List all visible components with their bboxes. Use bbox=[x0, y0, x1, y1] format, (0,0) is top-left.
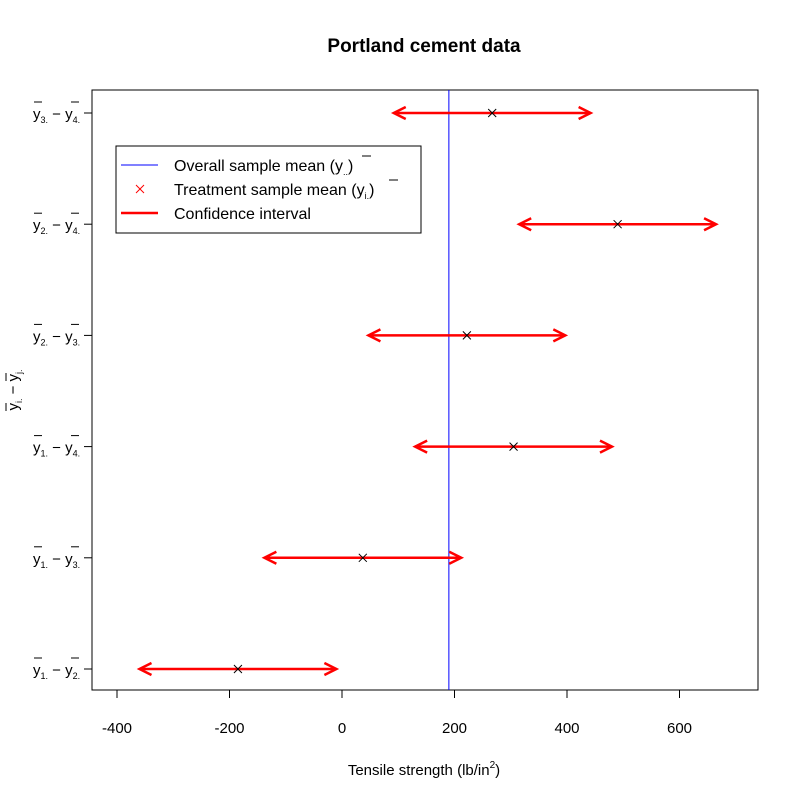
y-tick-label-minus-sign: − bbox=[48, 217, 65, 234]
y-axis-title-part: y bbox=[5, 373, 22, 381]
x-tick-label: 200 bbox=[442, 720, 467, 737]
estimate-marker bbox=[233, 664, 243, 674]
y-tick-label-ybar-sym: y bbox=[33, 217, 41, 234]
y-tick-label-ybar-sym: y bbox=[65, 106, 73, 123]
legend-label: Overall sample mean (y..) bbox=[174, 158, 353, 177]
y-axis-label: yi. − yj. bbox=[5, 369, 24, 411]
x-tick-label: -200 bbox=[214, 720, 244, 737]
x-axis-label: Tensile strength (lb/in2) bbox=[348, 760, 500, 779]
estimate-marker bbox=[613, 219, 622, 229]
y-tick-label-ybar-sym: y bbox=[65, 328, 73, 345]
y-tick-label-subscript: 2. bbox=[41, 337, 49, 347]
x-tick-label: -400 bbox=[102, 720, 132, 737]
y-axis-title-text: yi. − yj. bbox=[5, 369, 24, 410]
y-axis: y1. − y2.y1. − y3.y1. − y4.y2. − y3.y2. … bbox=[33, 101, 92, 681]
y-tick-label-ybar-sym: y bbox=[33, 440, 41, 457]
y-tick-label-subscript: 2. bbox=[73, 671, 81, 681]
interval-arrow-left bbox=[516, 217, 532, 232]
x-axis-label-main: Tensile strength (lb/in bbox=[348, 762, 490, 779]
estimate-marker bbox=[462, 331, 472, 340]
y-tick-label: y1. − y3. bbox=[33, 551, 80, 570]
y-tick-label: y1. − y2. bbox=[33, 662, 80, 681]
y-tick-label-subscript: 3. bbox=[73, 337, 81, 347]
estimate-marker bbox=[358, 553, 368, 563]
chart-title: Portland cement data bbox=[327, 36, 521, 57]
y-tick-label-minus-sign: − bbox=[48, 440, 65, 457]
y-tick-label-minus-sign: − bbox=[48, 106, 65, 123]
interval-arrow-right bbox=[578, 105, 594, 121]
interval-arrow-left bbox=[412, 439, 428, 454]
y-tick-label-subscript: 3. bbox=[41, 115, 49, 125]
y-tick-label-subscript: 4. bbox=[73, 226, 81, 236]
y-tick-label-ybar-sym: y bbox=[65, 440, 73, 457]
interval-arrow-right bbox=[703, 217, 719, 232]
y-tick-label-minus-sign: − bbox=[48, 328, 65, 345]
legend-label: Treatment sample mean (yi.) bbox=[174, 182, 374, 201]
interval-arrow-right bbox=[448, 550, 465, 565]
y-tick-label-subscript: 4. bbox=[73, 115, 81, 125]
y-tick-label-ybar-sym: y bbox=[65, 551, 73, 568]
legend-label-main: Treatment sample mean ( bbox=[174, 182, 357, 199]
estimate-marker bbox=[487, 108, 497, 118]
legend-label-subscript: .. bbox=[343, 167, 348, 177]
y-tick-label-ybar-sym: y bbox=[33, 328, 41, 345]
y-tick-label-subscript: 4. bbox=[73, 449, 81, 459]
y-tick-label-minus-sign: − bbox=[48, 662, 65, 679]
x-tick-label: 0 bbox=[338, 720, 346, 737]
legend-label-symbol: y bbox=[335, 158, 343, 175]
legend-box bbox=[115, 145, 422, 234]
estimate-marker bbox=[509, 442, 518, 451]
y-tick-label-ybar-sym: y bbox=[33, 106, 41, 123]
x-tick-label: 600 bbox=[667, 720, 692, 737]
y-tick-label-subscript: 1. bbox=[41, 671, 49, 681]
y-axis-title-group: yi. − yj. bbox=[5, 369, 24, 411]
legend-label-subscript: i. bbox=[365, 191, 370, 201]
interval-arrow-right bbox=[323, 661, 340, 677]
y-tick-label-ybar-sym: y bbox=[65, 217, 73, 234]
legend-label: Confidence interval bbox=[174, 206, 311, 223]
y-tick-label-minus-sign: − bbox=[48, 551, 65, 568]
y-tick-label-ybar-sym: y bbox=[65, 662, 73, 679]
y-tick-label-subscript: 2. bbox=[41, 226, 49, 236]
y-axis-title-part: − bbox=[5, 381, 22, 398]
y-tick-label-ybar-sym: y bbox=[33, 551, 41, 568]
x-axis: -400 -200 0 200 400 600 bbox=[102, 689, 692, 737]
legend-label-end: ) bbox=[348, 158, 353, 175]
x-axis-label-end: ) bbox=[495, 762, 500, 779]
legend-label-main: Overall sample mean ( bbox=[174, 158, 336, 175]
legend: Overall sample mean (y..)Treatment sampl… bbox=[115, 145, 422, 234]
interval-arrow-right bbox=[552, 328, 569, 343]
legend-label-symbol: y bbox=[357, 182, 365, 199]
y-tick-label: y2. − y3. bbox=[33, 328, 80, 347]
series-layer bbox=[136, 105, 719, 677]
x-axis-label-sup: 2 bbox=[490, 760, 496, 771]
y-tick-label: y3. − y4. bbox=[33, 106, 80, 125]
x-tick-label: 400 bbox=[554, 720, 579, 737]
legend-swatch-x bbox=[135, 184, 145, 194]
y-tick-label-subscript: 3. bbox=[73, 560, 81, 570]
y-tick-label: y1. − y4. bbox=[33, 440, 80, 459]
interval-arrow-right bbox=[599, 439, 615, 454]
y-axis-title-part: i. bbox=[14, 399, 24, 404]
legend-label-main: Confidence interval bbox=[174, 206, 311, 223]
y-tick-label-ybar-sym: y bbox=[33, 662, 41, 679]
y-axis-title-part: j. bbox=[14, 369, 24, 375]
y-tick-label: y2. − y4. bbox=[33, 217, 80, 236]
y-axis-title-part: y bbox=[5, 403, 22, 411]
legend-label-end: ) bbox=[369, 182, 374, 199]
y-tick-label-subscript: 1. bbox=[41, 560, 49, 570]
interval-arrow-left bbox=[136, 661, 153, 677]
interval-arrow-left bbox=[261, 550, 277, 565]
interval-arrow-left bbox=[390, 105, 407, 121]
y-tick-label-subscript: 1. bbox=[41, 449, 49, 459]
interval-arrow-left bbox=[365, 328, 381, 343]
